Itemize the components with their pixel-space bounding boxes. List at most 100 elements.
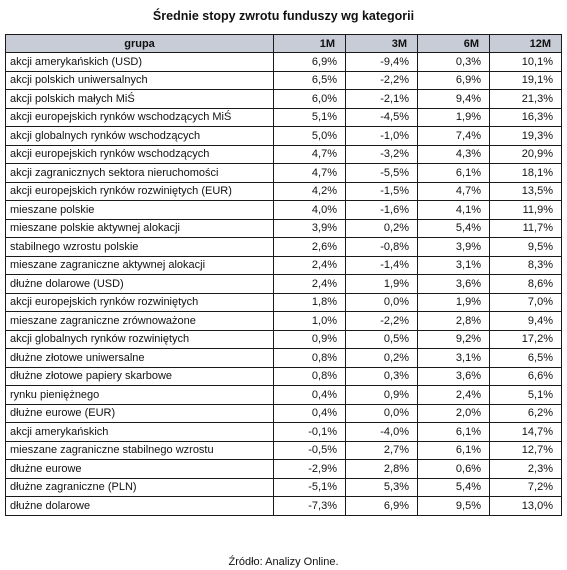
- cell-6m: 3,6%: [417, 366, 490, 386]
- cell-3m: -1,5%: [345, 181, 418, 201]
- cell-1m: 0,9%: [273, 329, 346, 349]
- column-header-6m: 6M: [417, 34, 490, 53]
- cell-6m: 5,4%: [417, 477, 490, 497]
- cell-1m: -2,9%: [273, 459, 346, 479]
- cell-grupa: dłużne dolarowe (USD): [5, 274, 274, 294]
- cell-1m: 0,4%: [273, 403, 346, 423]
- cell-12m: 8,3%: [489, 255, 562, 275]
- cell-12m: 6,6%: [489, 366, 562, 386]
- cell-12m: 13,0%: [489, 496, 562, 516]
- cell-grupa: dłużne dolarowe: [5, 496, 274, 516]
- cell-1m: 6,5%: [273, 70, 346, 90]
- table-row: mieszane zagraniczne zrównoważone 1,0% -2,…: [5, 311, 562, 331]
- cell-grupa: stabilnego wzrostu polskie: [5, 237, 274, 257]
- cell-6m: 1,9%: [417, 292, 490, 312]
- cell-grupa: akcji zagranicznych sektora nieruchomośc…: [5, 163, 274, 183]
- cell-1m: 0,8%: [273, 348, 346, 368]
- cell-grupa: rynku pieniężnego: [5, 385, 274, 405]
- cell-1m: 6,0%: [273, 89, 346, 109]
- cell-12m: 9,5%: [489, 237, 562, 257]
- column-header-grupa: grupa: [5, 34, 274, 53]
- cell-1m: 2,6%: [273, 237, 346, 257]
- cell-3m: -1,4%: [345, 255, 418, 275]
- cell-1m: 3,9%: [273, 218, 346, 238]
- cell-3m: 0,5%: [345, 329, 418, 349]
- table-row: mieszane zagraniczne aktywnej alokacji 2,…: [5, 255, 562, 275]
- column-header-12m: 12M: [489, 34, 562, 53]
- cell-12m: 18,1%: [489, 163, 562, 183]
- table-row: dłużne eurowe (EUR) 0,4% 0,0% 2,0% 6,2%: [5, 403, 562, 423]
- cell-6m: 9,2%: [417, 329, 490, 349]
- cell-grupa: akcji europejskich rynków rozwiniętych (…: [5, 181, 274, 201]
- cell-3m: -2,2%: [345, 70, 418, 90]
- cell-grupa: akcji amerykańskich: [5, 422, 274, 442]
- cell-1m: 2,4%: [273, 274, 346, 294]
- cell-6m: 6,1%: [417, 422, 490, 442]
- table-row: dłużne dolarowe -7,3% 6,9% 9,5% 13,0%: [5, 496, 562, 516]
- cell-1m: 5,0%: [273, 126, 346, 146]
- cell-6m: 6,1%: [417, 163, 490, 183]
- cell-grupa: akcji europejskich rynków wschodzących M…: [5, 107, 274, 127]
- cell-6m: 0,3%: [417, 52, 490, 72]
- column-header-1m: 1M: [273, 34, 346, 53]
- table-title: Średnie stopy zwrotu funduszy wg kategor…: [152, 9, 415, 23]
- cell-grupa: akcji polskich małych MiŚ: [5, 89, 274, 109]
- cell-grupa: akcji polskich uniwersalnych: [5, 70, 274, 90]
- cell-grupa: akcji europejskich rynków rozwiniętych: [5, 292, 274, 312]
- cell-12m: 14,7%: [489, 422, 562, 442]
- cell-3m: 0,2%: [345, 218, 418, 238]
- cell-3m: -1,6%: [345, 200, 418, 220]
- table-row: mieszane polskie 4,0% -1,6% 4,1% 11,9%: [5, 200, 562, 220]
- cell-12m: 10,1%: [489, 52, 562, 72]
- cell-12m: 17,2%: [489, 329, 562, 349]
- table-row: mieszane polskie aktywnej alokacji 3,9% 0,…: [5, 218, 562, 238]
- cell-6m: 3,1%: [417, 255, 490, 275]
- cell-1m: 0,8%: [273, 366, 346, 386]
- cell-6m: 7,4%: [417, 126, 490, 146]
- cell-6m: 9,4%: [417, 89, 490, 109]
- cell-3m: -4,0%: [345, 422, 418, 442]
- cell-12m: 16,3%: [489, 107, 562, 127]
- table-row: mieszane zagraniczne stabilnego wzrostu -…: [5, 440, 562, 460]
- cell-12m: 7,2%: [489, 477, 562, 497]
- cell-grupa: dłużne złotowe uniwersalne: [5, 348, 274, 368]
- cell-3m: -1,0%: [345, 126, 418, 146]
- cell-12m: 8,6%: [489, 274, 562, 294]
- cell-6m: 1,9%: [417, 107, 490, 127]
- cell-6m: 2,4%: [417, 385, 490, 405]
- cell-3m: 5,3%: [345, 477, 418, 497]
- cell-1m: 1,8%: [273, 292, 346, 312]
- cell-1m: 4,7%: [273, 144, 346, 164]
- cell-12m: 12,7%: [489, 440, 562, 460]
- cell-3m: 0,0%: [345, 292, 418, 312]
- cell-3m: -3,2%: [345, 144, 418, 164]
- cell-3m: 2,7%: [345, 440, 418, 460]
- cell-grupa: dłużne eurowe: [5, 459, 274, 479]
- table-row: akcji amerykańskich (USD) 6,9% -9,4% 0,3% 10…: [5, 52, 562, 72]
- cell-12m: 9,4%: [489, 311, 562, 331]
- table-row: rynku pieniężnego 0,4% 0,9% 2,4% 5,1%: [5, 385, 562, 405]
- cell-12m: 19,3%: [489, 126, 562, 146]
- cell-grupa: akcji europejskich rynków wschodzących: [5, 144, 274, 164]
- cell-12m: 13,5%: [489, 181, 562, 201]
- table-row: akcji europejskich rynków wschodzących M…: [5, 107, 562, 127]
- cell-12m: 7,0%: [489, 292, 562, 312]
- table-row: akcji zagranicznych sektora nieruchomośc…: [5, 163, 562, 183]
- cell-grupa: mieszane zagraniczne stabilnego wzrostu: [5, 440, 274, 460]
- cell-3m: -5,5%: [345, 163, 418, 183]
- cell-grupa: mieszane polskie: [5, 200, 274, 220]
- cell-6m: 6,9%: [417, 70, 490, 90]
- cell-1m: -0,5%: [273, 440, 346, 460]
- cell-1m: 0,4%: [273, 385, 346, 405]
- cell-6m: 9,5%: [417, 496, 490, 516]
- cell-6m: 4,7%: [417, 181, 490, 201]
- cell-grupa: dłużne zagraniczne (PLN): [5, 477, 274, 497]
- cell-1m: 2,4%: [273, 255, 346, 275]
- cell-3m: 6,9%: [345, 496, 418, 516]
- cell-1m: -5,1%: [273, 477, 346, 497]
- table-row: dłużne zagraniczne (PLN) -5,1% 5,3% 5,4% 7,2…: [5, 477, 562, 497]
- cell-grupa: mieszane zagraniczne aktywnej alokacji: [5, 255, 274, 275]
- cell-1m: -7,3%: [273, 496, 346, 516]
- table-row: stabilnego wzrostu polskie 2,6% -0,8% 3,9% 9…: [5, 237, 562, 257]
- cell-grupa: akcji globalnych rynków wschodzących: [5, 126, 274, 146]
